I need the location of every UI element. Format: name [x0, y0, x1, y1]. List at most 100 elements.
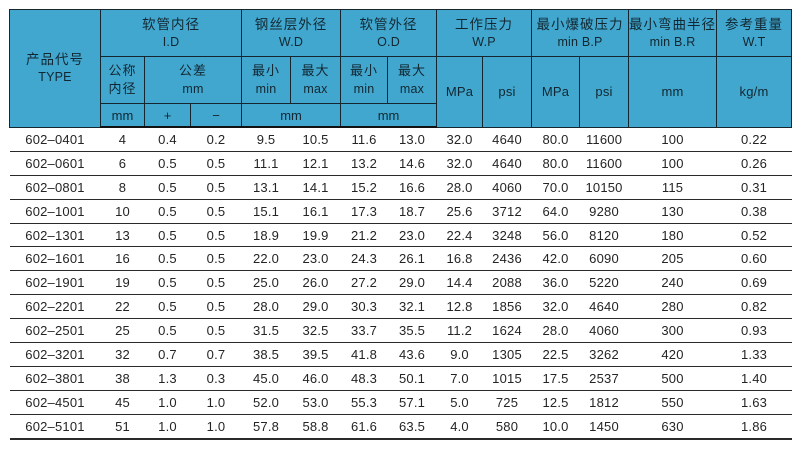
- cell-tolerance-plus: 0.4: [144, 126, 191, 152]
- header-sub-od-max-zh: 最大: [398, 62, 427, 78]
- cell-tolerance-minus: 0.5: [190, 246, 242, 271]
- cell-bp-psi: 4640: [579, 294, 629, 319]
- cell-type: 602–1001: [9, 198, 101, 224]
- cell-wd-max: 23.0: [290, 246, 341, 271]
- cell-wp-psi: 4640: [482, 150, 532, 176]
- cell-od-max: 16.6: [387, 174, 437, 200]
- cell-wt-kgm: 1.40: [716, 365, 792, 391]
- cell-bp-mpa: 10.0: [531, 413, 580, 440]
- cell-bp-mpa: 42.0: [531, 246, 580, 271]
- cell-wd-min: 38.5: [241, 342, 291, 367]
- cell-wp-psi: 2436: [482, 246, 532, 271]
- header-group-bp-en: min B.P: [557, 35, 603, 50]
- cell-br-mm: 500: [628, 365, 717, 391]
- cell-br-mm: 180: [628, 222, 717, 247]
- cell-wd-max: 10.5: [290, 126, 341, 152]
- cell-bp-mpa: 22.5: [531, 342, 580, 367]
- cell-od-min: 24.3: [340, 246, 388, 271]
- cell-bp-psi: 11600: [579, 126, 629, 152]
- header-unit-tolerance-plus: +: [144, 103, 191, 128]
- cell-od-max: 29.0: [387, 270, 437, 295]
- cell-wt-kgm: 0.69: [716, 270, 792, 295]
- table-row: 602–5101 51 1.0 1.0 57.8 58.8 61.6 63.5 4.0 580 10…: [9, 413, 792, 440]
- header-unit-id-mm: mm: [100, 103, 145, 128]
- header-sub-nominal: 公称 内径: [100, 56, 145, 104]
- header-group-bp-zh: 最小爆破压力: [536, 16, 624, 32]
- cell-tolerance-plus: 0.5: [144, 270, 191, 295]
- cell-id-nominal-mm: 6: [100, 150, 145, 176]
- cell-wp-psi: 725: [482, 389, 532, 415]
- cell-bp-psi: 8120: [579, 222, 629, 247]
- cell-wp-psi: 3712: [482, 198, 532, 224]
- header-group-od: 软管外径 O.D: [340, 9, 438, 57]
- cell-wp-psi: 2088: [482, 270, 532, 295]
- header-group-id-en: I.D: [162, 35, 180, 50]
- header-unit-wp-mpa: MPa: [436, 56, 484, 128]
- cell-wd-max: 26.0: [290, 270, 341, 295]
- cell-wd-min: 57.8: [241, 413, 291, 440]
- cell-bp-psi: 2537: [579, 365, 629, 391]
- cell-wd-min: 25.0: [241, 270, 291, 295]
- table-row: 602–3801 38 1.3 0.3 45.0 46.0 48.3 50.1 7.0 1015 1…: [9, 365, 792, 391]
- cell-tolerance-minus: 0.5: [190, 270, 242, 295]
- cell-bp-psi: 4060: [579, 318, 629, 343]
- cell-tolerance-minus: 0.7: [190, 342, 242, 367]
- cell-br-mm: 300: [628, 318, 717, 343]
- table-row: 602–2201 22 0.5 0.5 28.0 29.0 30.3 32.1 12.8 1856…: [9, 294, 792, 319]
- table-row: 602–1001 10 0.5 0.5 15.1 16.1 17.3 18.7 25.6 3712…: [9, 198, 792, 224]
- cell-bp-mpa: 36.0: [531, 270, 580, 295]
- table-row: 602–1301 13 0.5 0.5 18.9 19.9 21.2 23.0 22.4 3248…: [9, 222, 792, 247]
- cell-type: 602–1601: [9, 246, 101, 271]
- cell-wt-kgm: 0.26: [716, 150, 792, 176]
- cell-od-max: 57.1: [387, 389, 437, 415]
- header-group-br-en: min B.R: [649, 35, 696, 50]
- cell-wt-kgm: 0.22: [716, 126, 792, 152]
- table-row: 602–0401 4 0.4 0.2 9.5 10.5 11.6 13.0 32.0 4640 80…: [9, 126, 792, 152]
- hose-spec-table: 产品代号 TYPE 软管内径 I.D 钢丝层外径 W.D 软管外径 O.D 工作压力 W.…: [9, 9, 793, 440]
- header-group-wd-zh: 钢丝层外径: [254, 16, 328, 32]
- cell-id-nominal-mm: 45: [100, 389, 145, 415]
- cell-br-mm: 550: [628, 389, 717, 415]
- table-row: 602–3201 32 0.7 0.7 38.5 39.5 41.8 43.6 9.0 1305 2…: [9, 342, 792, 367]
- table-row: 602–2501 25 0.5 0.5 31.5 32.5 33.7 35.5 11.2 1624…: [9, 318, 792, 343]
- header-unit-wd-mm: mm: [241, 103, 342, 128]
- cell-tolerance-minus: 0.5: [190, 222, 242, 247]
- header-group-wp-zh: 工作压力: [455, 16, 514, 32]
- cell-wt-kgm: 1.33: [716, 342, 792, 367]
- header-group-wt-en: W.T: [742, 35, 766, 50]
- cell-id-nominal-mm: 13: [100, 222, 145, 247]
- cell-wd-min: 18.9: [241, 222, 291, 247]
- header-product-type-en: TYPE: [38, 70, 72, 85]
- cell-wd-max: 46.0: [290, 365, 341, 391]
- cell-br-mm: 240: [628, 270, 717, 295]
- cell-tolerance-plus: 0.5: [144, 222, 191, 247]
- header-group-id-zh: 软管内径: [142, 16, 201, 32]
- header-sub-wd-min: 最小 min: [241, 56, 292, 104]
- cell-wd-max: 58.8: [290, 413, 341, 440]
- cell-type: 602–2501: [9, 318, 101, 343]
- cell-tolerance-plus: 0.5: [144, 246, 191, 271]
- cell-wp-mpa: 12.8: [436, 294, 483, 319]
- cell-tolerance-plus: 1.3: [144, 365, 191, 391]
- cell-od-max: 50.1: [387, 365, 437, 391]
- cell-wt-kgm: 0.31: [716, 174, 792, 200]
- cell-od-min: 13.2: [340, 150, 388, 176]
- cell-id-nominal-mm: 22: [100, 294, 145, 319]
- cell-bp-mpa: 80.0: [531, 126, 580, 152]
- cell-wp-psi: 580: [482, 413, 532, 440]
- cell-br-mm: 420: [628, 342, 717, 367]
- header-sub-od-min-zh: 最小: [350, 62, 379, 78]
- cell-tolerance-plus: 0.7: [144, 342, 191, 367]
- header-group-wp: 工作压力 W.P: [436, 9, 533, 57]
- cell-wt-kgm: 0.52: [716, 222, 792, 247]
- cell-bp-psi: 10150: [579, 174, 629, 200]
- cell-wd-min: 9.5: [241, 126, 291, 152]
- cell-bp-mpa: 28.0: [531, 318, 580, 343]
- cell-br-mm: 100: [628, 126, 717, 152]
- header-sub-od-max: 最大 max: [387, 56, 438, 104]
- cell-od-min: 11.6: [340, 126, 388, 152]
- cell-tolerance-minus: 0.3: [190, 365, 242, 391]
- header-group-wp-en: W.P: [472, 35, 496, 50]
- header-unit-od-mm: mm: [340, 103, 438, 128]
- cell-type: 602–3201: [9, 342, 101, 367]
